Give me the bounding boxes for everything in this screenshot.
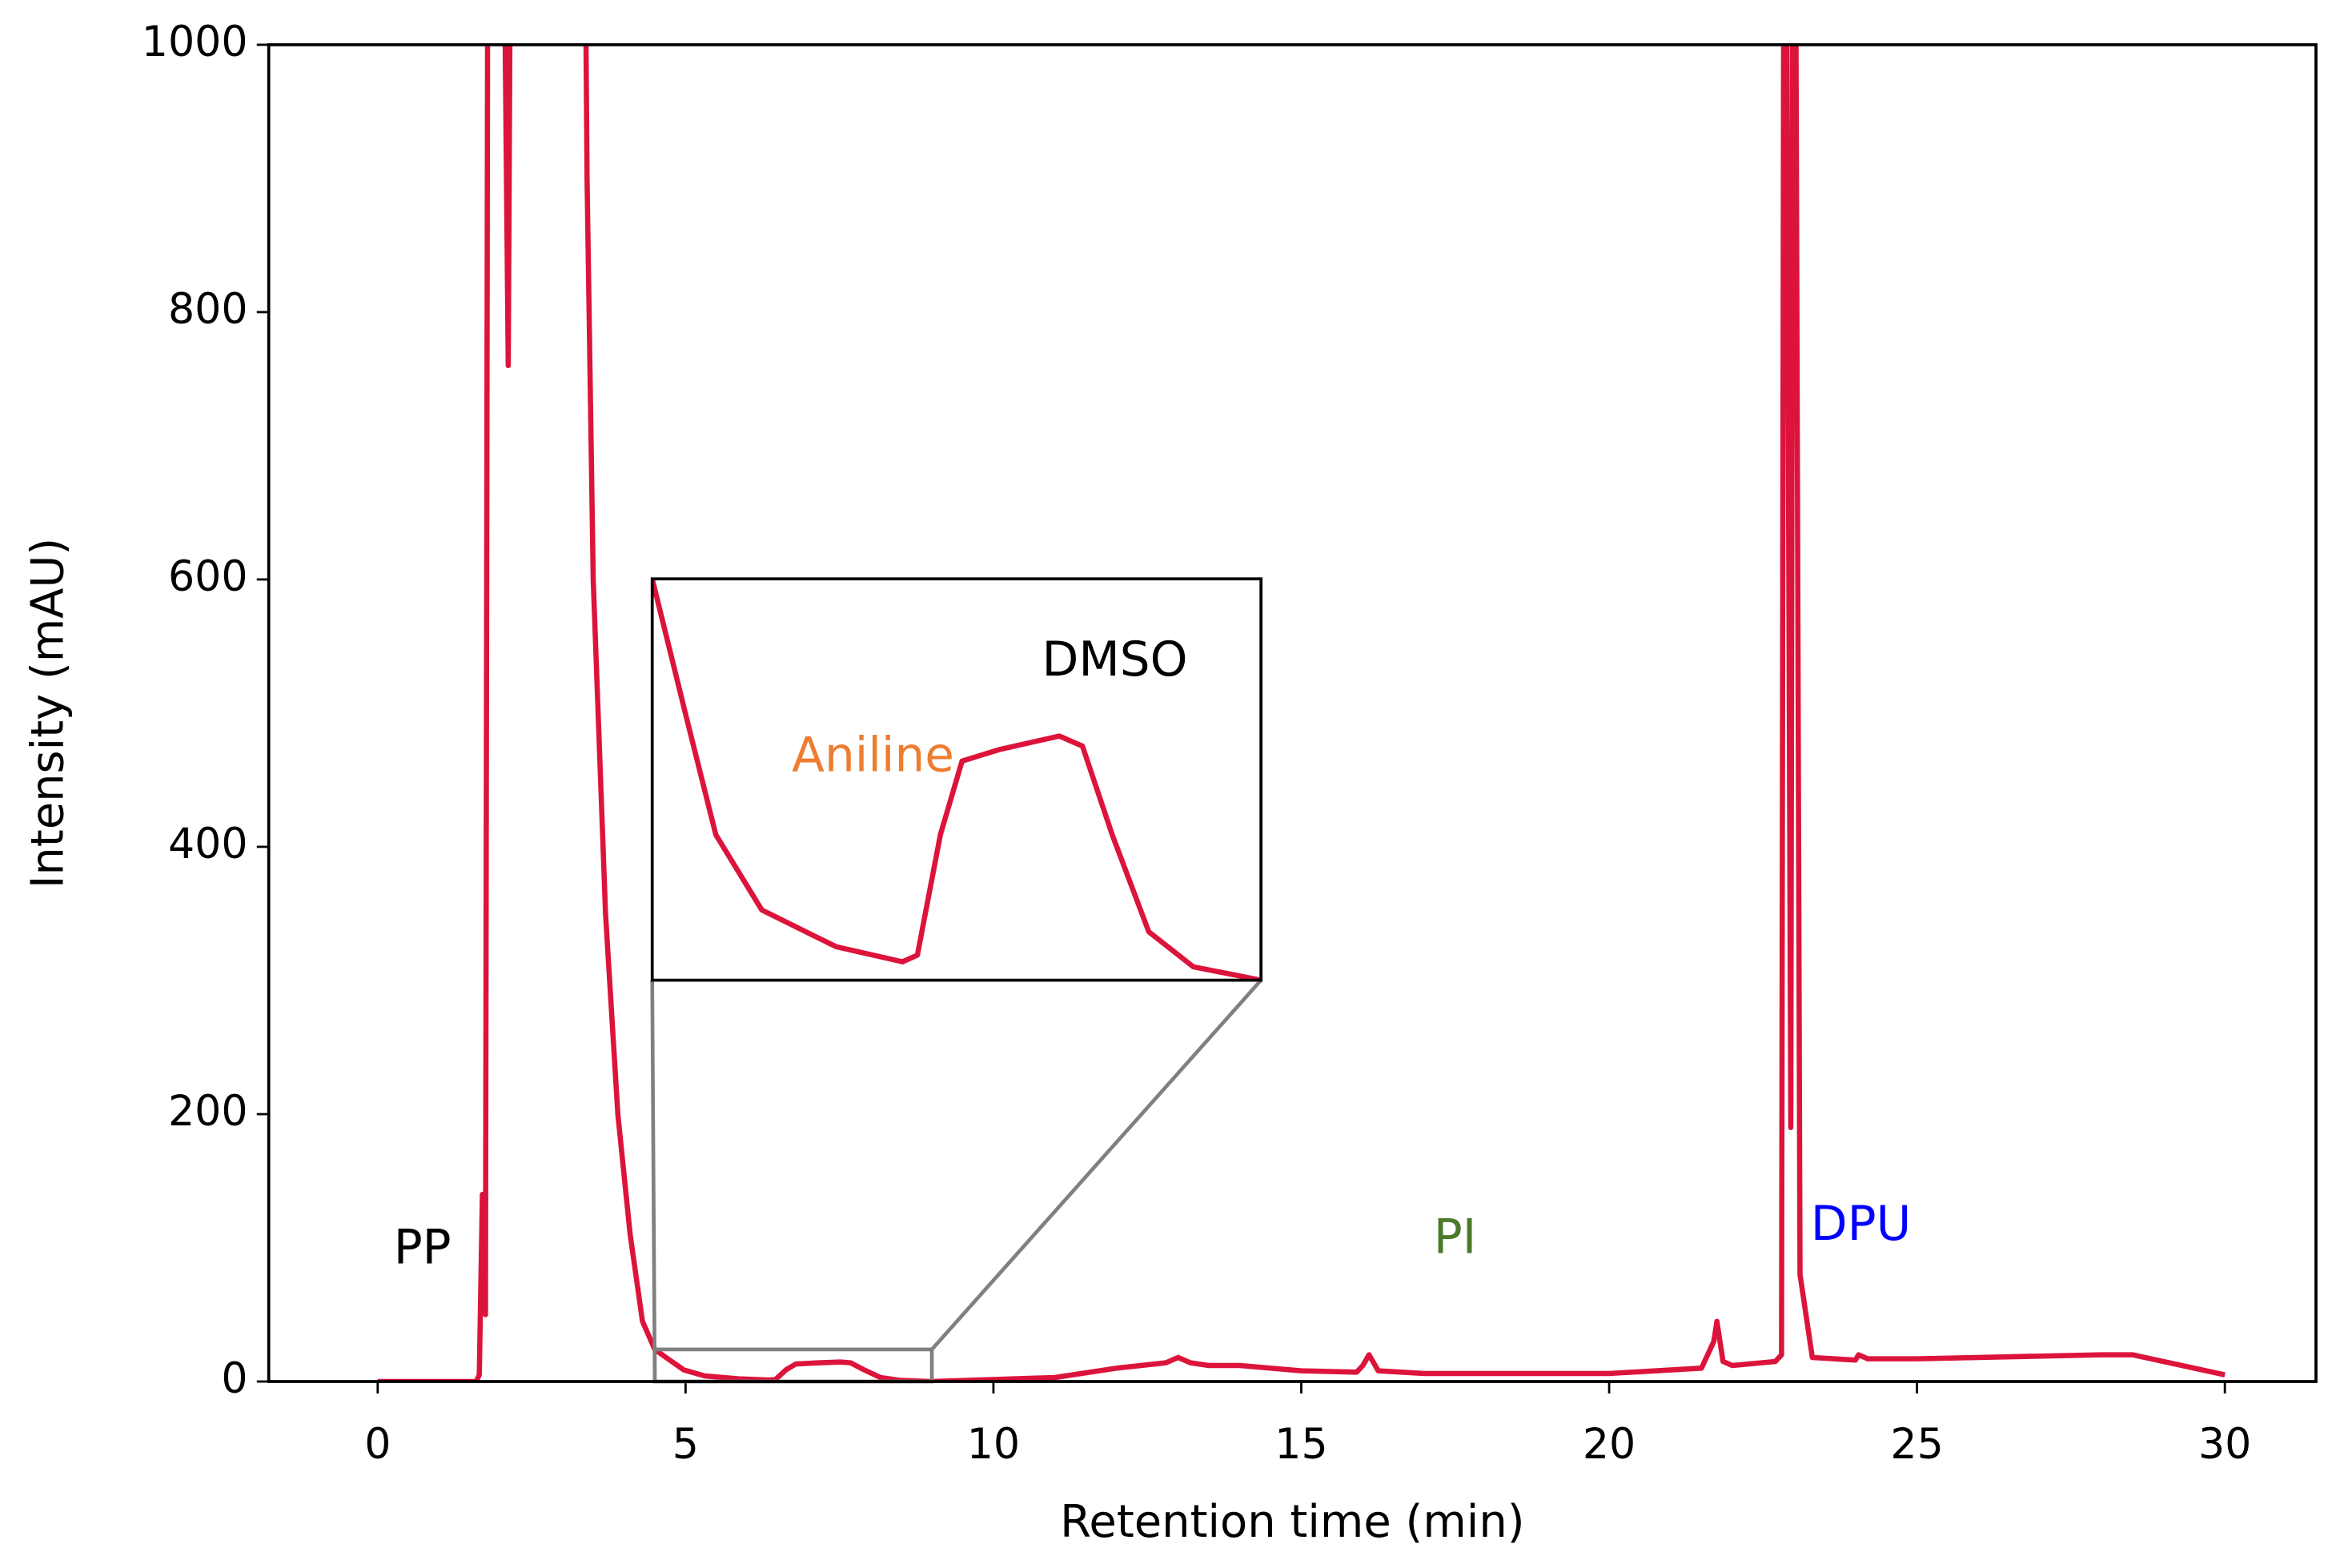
y-tick-label: 800 bbox=[168, 286, 248, 334]
zoom-connector bbox=[930, 979, 1262, 1351]
x-tick-label: 0 bbox=[364, 1421, 391, 1469]
y-tick-label: 1000 bbox=[142, 18, 248, 66]
x-tick-label: 5 bbox=[672, 1421, 699, 1469]
axes-frame bbox=[267, 43, 2318, 1383]
x-tick-label: 15 bbox=[1274, 1421, 1327, 1469]
plot-area bbox=[377, 44, 2226, 1382]
annotation: PP bbox=[394, 1221, 452, 1276]
data-line bbox=[377, 44, 2226, 1382]
annotation: DMSO bbox=[1042, 632, 1187, 688]
annotation: Aniline bbox=[792, 728, 954, 783]
annotation: DPU bbox=[1811, 1197, 1912, 1252]
y-tick-label: 600 bbox=[168, 553, 248, 601]
x-tick-label: 10 bbox=[967, 1421, 1020, 1469]
y-tick-label: 400 bbox=[168, 820, 248, 868]
zoom-connector bbox=[650, 980, 657, 1382]
x-tick-label: 30 bbox=[2198, 1421, 2251, 1469]
inset-frame bbox=[650, 577, 1263, 982]
y-tick-label: 0 bbox=[221, 1355, 247, 1403]
x-tick-label: 25 bbox=[1890, 1421, 1943, 1469]
x-axis-label: Retention time (min) bbox=[1060, 1496, 1524, 1548]
y-tick-label: 200 bbox=[168, 1088, 248, 1136]
y-axis-label: Intensity (mAU) bbox=[22, 538, 74, 888]
annotation: PI bbox=[1434, 1210, 1477, 1265]
x-tick-label: 20 bbox=[1583, 1421, 1636, 1469]
